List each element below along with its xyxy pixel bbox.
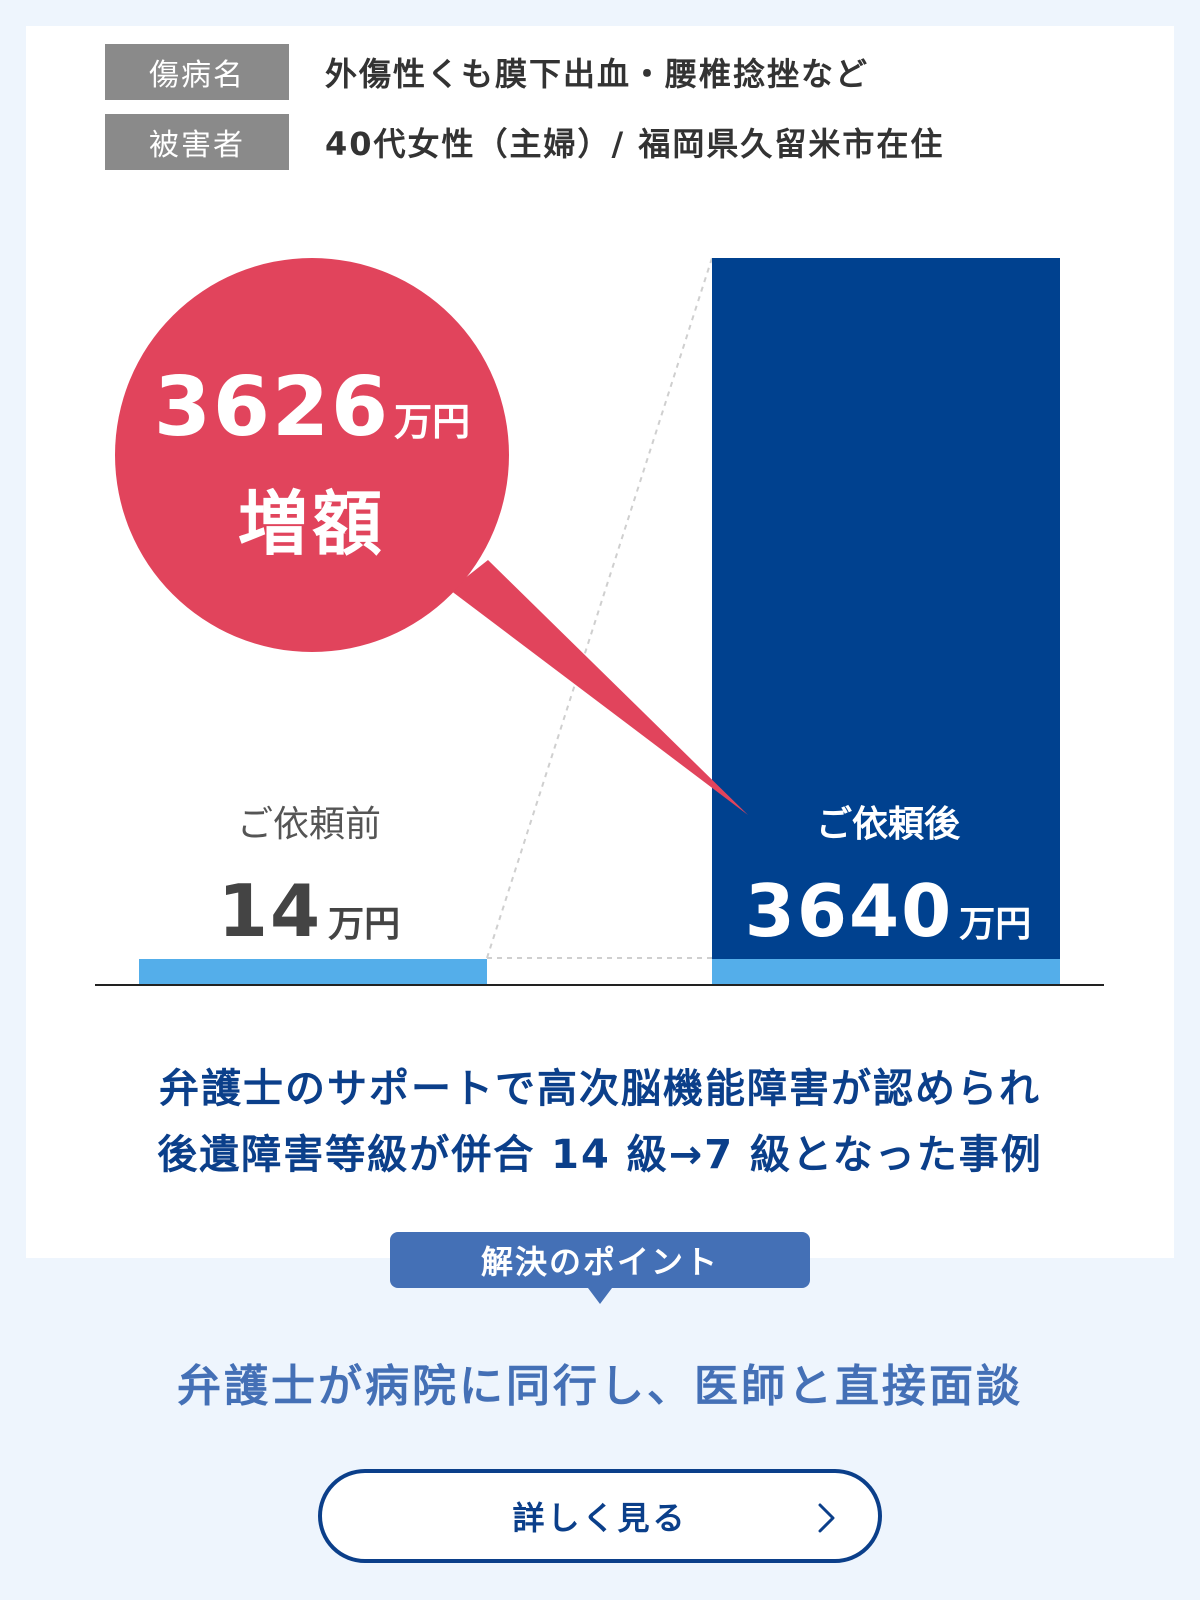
bar-after bbox=[712, 258, 1060, 985]
chevron-right-icon bbox=[818, 1503, 835, 1533]
victim-value: 40代女性（主婦）/ 福岡県久留米市在住 bbox=[325, 125, 945, 163]
before-caption: ご依頼前 bbox=[236, 804, 381, 845]
bar-after-accent bbox=[712, 959, 1060, 985]
increase-amount: 3626 万円 bbox=[115, 360, 509, 455]
victim-label: 被害者 bbox=[105, 114, 289, 170]
increase-word: 増額 bbox=[238, 483, 386, 565]
victim-row: 被害者 40代女性（主婦）/ 福岡県久留米市在住 bbox=[105, 114, 944, 170]
point-text: 弁護士が病院に同行し、医師と直接面談 bbox=[177, 1361, 1023, 1412]
injury-value: 外傷性くも膜下出血・腰椎捻挫など bbox=[325, 55, 870, 93]
after-value-group: 3640 万円 bbox=[714, 869, 1062, 953]
guide-line-top bbox=[486, 257, 713, 959]
before-label-group: ご依頼前 14 万円 bbox=[135, 795, 483, 953]
point-tag: 解決のポイント bbox=[390, 1232, 810, 1304]
injury-row: 傷病名 外傷性くも膜下出血・腰椎捻挫など bbox=[105, 44, 869, 100]
detail-button-label: 詳しく見る bbox=[512, 1499, 688, 1537]
detail-button[interactable]: 詳しく見る bbox=[318, 1469, 882, 1563]
before-value: 14 bbox=[217, 869, 323, 953]
before-unit: 万円 bbox=[328, 904, 401, 945]
before-value-group: 14 万円 bbox=[135, 869, 483, 953]
after-unit: 万円 bbox=[959, 904, 1032, 945]
increase-unit: 万円 bbox=[394, 400, 471, 444]
after-caption: ご依頼後 bbox=[815, 804, 960, 845]
after-label-group: ご依頼後 3640 万円 bbox=[714, 795, 1062, 953]
bar-before bbox=[139, 959, 487, 985]
case-headline: 弁護士のサポートで高次脳機能障害が認められ 後遺障害等級が併合 14 級→7 級… bbox=[0, 1056, 1200, 1188]
bubble-pointer bbox=[450, 560, 748, 815]
increase-number: 3626 bbox=[153, 360, 391, 455]
comparison-chart bbox=[95, 257, 1104, 986]
after-value: 3640 bbox=[744, 869, 954, 953]
headline-line1: 弁護士のサポートで高次脳機能障害が認められ bbox=[159, 1066, 1041, 1112]
increase-bubble: 3626 万円 増額 bbox=[115, 258, 509, 652]
injury-label: 傷病名 bbox=[105, 44, 289, 100]
headline-line2: 後遺障害等級が併合 14 級→7 級となった事例 bbox=[157, 1132, 1043, 1178]
